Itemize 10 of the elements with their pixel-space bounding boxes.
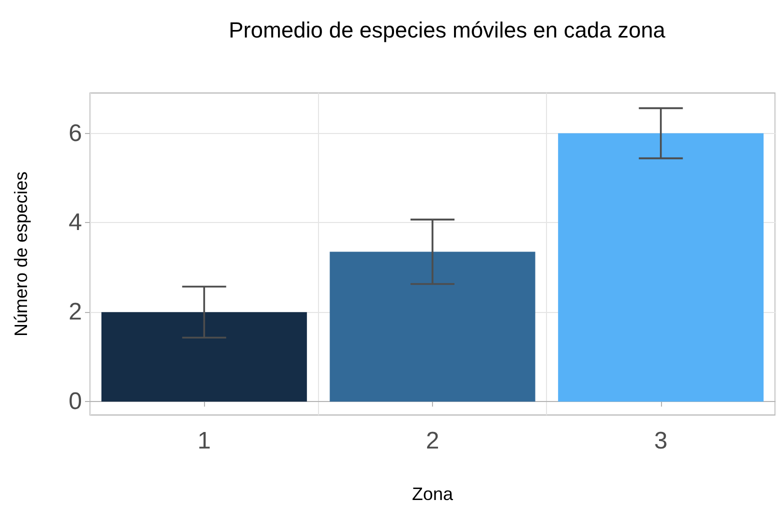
y-tick-label: 6 [68,120,82,147]
y-tick-label: 4 [68,209,82,236]
x-tick-label: 1 [197,428,211,454]
x-tick-label: 3 [654,428,668,454]
x-tick-label: 2 [426,428,440,454]
chart-title: Promedio de especies móviles en cada zona [228,18,666,42]
x-axis-title: Zona [412,484,454,504]
y-tick-label: 0 [68,388,82,416]
y-axis-title: Número de especies [11,171,31,337]
y-tick-label: 2 [68,298,82,326]
